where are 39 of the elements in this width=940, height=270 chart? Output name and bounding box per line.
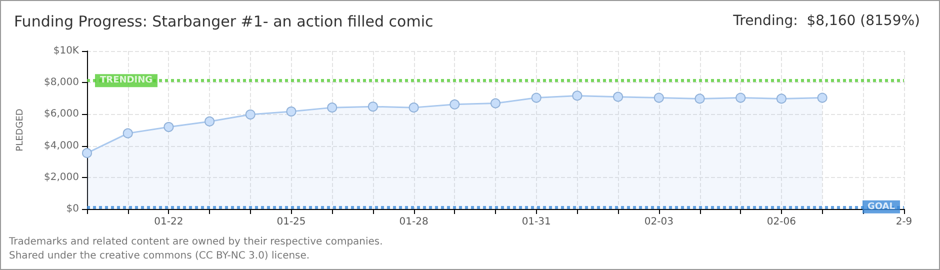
point xyxy=(776,94,786,104)
chart-title: Funding Progress: Starbanger #1- an action filled comic xyxy=(14,12,434,30)
text: Shared under the creative commons (CC BY-NC 3.0) license. xyxy=(9,250,310,262)
chart-subtitle: Trending: $8,160 (8159%) xyxy=(732,13,920,29)
x-tick-label: 01-28 xyxy=(399,216,428,228)
point xyxy=(531,92,542,103)
x-tick-label: 02-03 xyxy=(644,216,674,228)
point xyxy=(286,106,296,117)
x-tick-label: 2-9 xyxy=(896,216,912,228)
point xyxy=(204,116,215,126)
point xyxy=(817,92,828,103)
point xyxy=(122,128,133,138)
point xyxy=(654,92,664,103)
x-tick-label: 01-31 xyxy=(522,216,551,228)
ref-line-label: GOAL xyxy=(868,202,896,212)
point xyxy=(164,122,174,132)
y-axis-title: PLEDGED xyxy=(16,108,26,152)
point xyxy=(490,98,500,108)
x-tick-label: 01-22 xyxy=(154,216,184,228)
y-tick-label: $8,000 xyxy=(44,77,79,88)
point xyxy=(736,92,746,103)
y-tick-label: $2,000 xyxy=(44,172,79,183)
x-tick-label: 02-06 xyxy=(766,216,796,228)
point xyxy=(694,94,705,104)
ref-line-label: TRENDING xyxy=(100,76,152,86)
point xyxy=(408,102,419,113)
y-tick-label: $10K xyxy=(53,46,80,56)
text: Trademarks and related content are owned by their respective companies. xyxy=(8,236,383,248)
point xyxy=(613,92,624,102)
point xyxy=(82,148,92,158)
y-tick-label: $0 xyxy=(66,204,79,214)
point xyxy=(327,102,338,113)
point xyxy=(572,90,582,101)
x-tick-label: 01-25 xyxy=(276,216,306,228)
point xyxy=(245,110,256,120)
y-tick-label: $4,000 xyxy=(44,140,79,152)
point xyxy=(368,102,378,112)
y-tick-label: $6,000 xyxy=(44,108,79,120)
point xyxy=(450,99,460,110)
